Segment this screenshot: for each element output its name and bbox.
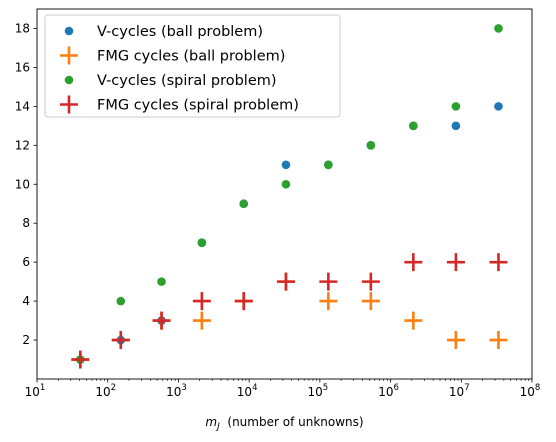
series-1 bbox=[76, 102, 503, 364]
data-point bbox=[152, 311, 171, 330]
data-point bbox=[276, 272, 295, 291]
data-point bbox=[361, 272, 380, 291]
data-point bbox=[446, 253, 465, 272]
legend-label: FMG cycles (ball problem) bbox=[97, 49, 285, 65]
series-2 bbox=[71, 272, 508, 369]
x-tick-label: 108 bbox=[520, 383, 541, 399]
data-point bbox=[319, 272, 338, 291]
y-tick-label: 8 bbox=[22, 216, 30, 230]
data-point bbox=[192, 292, 211, 311]
y-tick-label: 12 bbox=[15, 138, 30, 152]
x-tick-label: 102 bbox=[95, 383, 116, 399]
plot-frame bbox=[36, 8, 533, 380]
data-point bbox=[116, 296, 126, 306]
data-point bbox=[111, 331, 130, 350]
legend-marker bbox=[60, 95, 78, 114]
data-point bbox=[404, 311, 423, 330]
data-point bbox=[451, 121, 461, 131]
data-point bbox=[446, 331, 465, 350]
data-point bbox=[489, 253, 508, 272]
series-3 bbox=[76, 24, 503, 364]
y-tick-label: 6 bbox=[22, 255, 30, 269]
data-point bbox=[404, 253, 423, 272]
x-tick-label: 105 bbox=[308, 383, 329, 399]
data-point bbox=[234, 292, 253, 311]
x-axis-label-sub: J bbox=[215, 422, 220, 432]
x-axis-label-main: m bbox=[205, 415, 217, 429]
legend: V-cycles (ball problem) FMG cycles (ball … bbox=[44, 14, 341, 118]
x-tick-label: 101 bbox=[25, 383, 46, 399]
data-point bbox=[319, 292, 338, 311]
legend-label: V-cycles (ball problem) bbox=[97, 24, 263, 40]
data-point bbox=[494, 102, 503, 111]
data-point bbox=[239, 199, 249, 209]
data-point bbox=[192, 311, 211, 330]
chart-marks bbox=[71, 24, 508, 369]
y-tick-label: 4 bbox=[22, 294, 30, 308]
data-point bbox=[281, 160, 291, 170]
legend-marker bbox=[60, 46, 78, 65]
legend-marker bbox=[64, 26, 74, 36]
x-tick-label: 104 bbox=[237, 383, 258, 399]
legend-box bbox=[44, 14, 341, 118]
data-point bbox=[71, 350, 90, 369]
data-point bbox=[197, 238, 207, 247]
data-point bbox=[361, 292, 380, 311]
y-tick-label: 14 bbox=[15, 99, 30, 113]
legend-marker bbox=[64, 75, 74, 85]
x-tick-label: 107 bbox=[449, 383, 470, 399]
x-tick-label: 106 bbox=[378, 383, 399, 399]
series-4 bbox=[71, 253, 508, 369]
y-tick-label: 16 bbox=[15, 60, 30, 74]
x-axis-label-rest: (number of unknowns) bbox=[220, 415, 364, 429]
y-tick-label: 10 bbox=[15, 177, 30, 191]
x-tick-label: 103 bbox=[166, 383, 187, 399]
axis-ticks: 101 102 103 104 105 106 107 108 2 4 6 8 10 12 14 16 18 bbox=[15, 21, 541, 399]
data-point bbox=[324, 160, 333, 170]
data-point bbox=[409, 121, 418, 131]
x-axis-label: mJ (number of unknowns) bbox=[205, 415, 363, 432]
legend-label: V-cycles (spiral problem) bbox=[97, 73, 277, 89]
data-point bbox=[451, 102, 461, 111]
y-tick-label: 18 bbox=[15, 21, 30, 35]
data-point bbox=[494, 24, 503, 33]
data-point bbox=[281, 179, 291, 189]
y-tick-label: 2 bbox=[22, 333, 30, 347]
data-point bbox=[157, 277, 166, 286]
data-point bbox=[366, 141, 376, 150]
legend-label: FMG cycles (spiral problem) bbox=[97, 98, 299, 114]
data-point bbox=[489, 331, 508, 350]
